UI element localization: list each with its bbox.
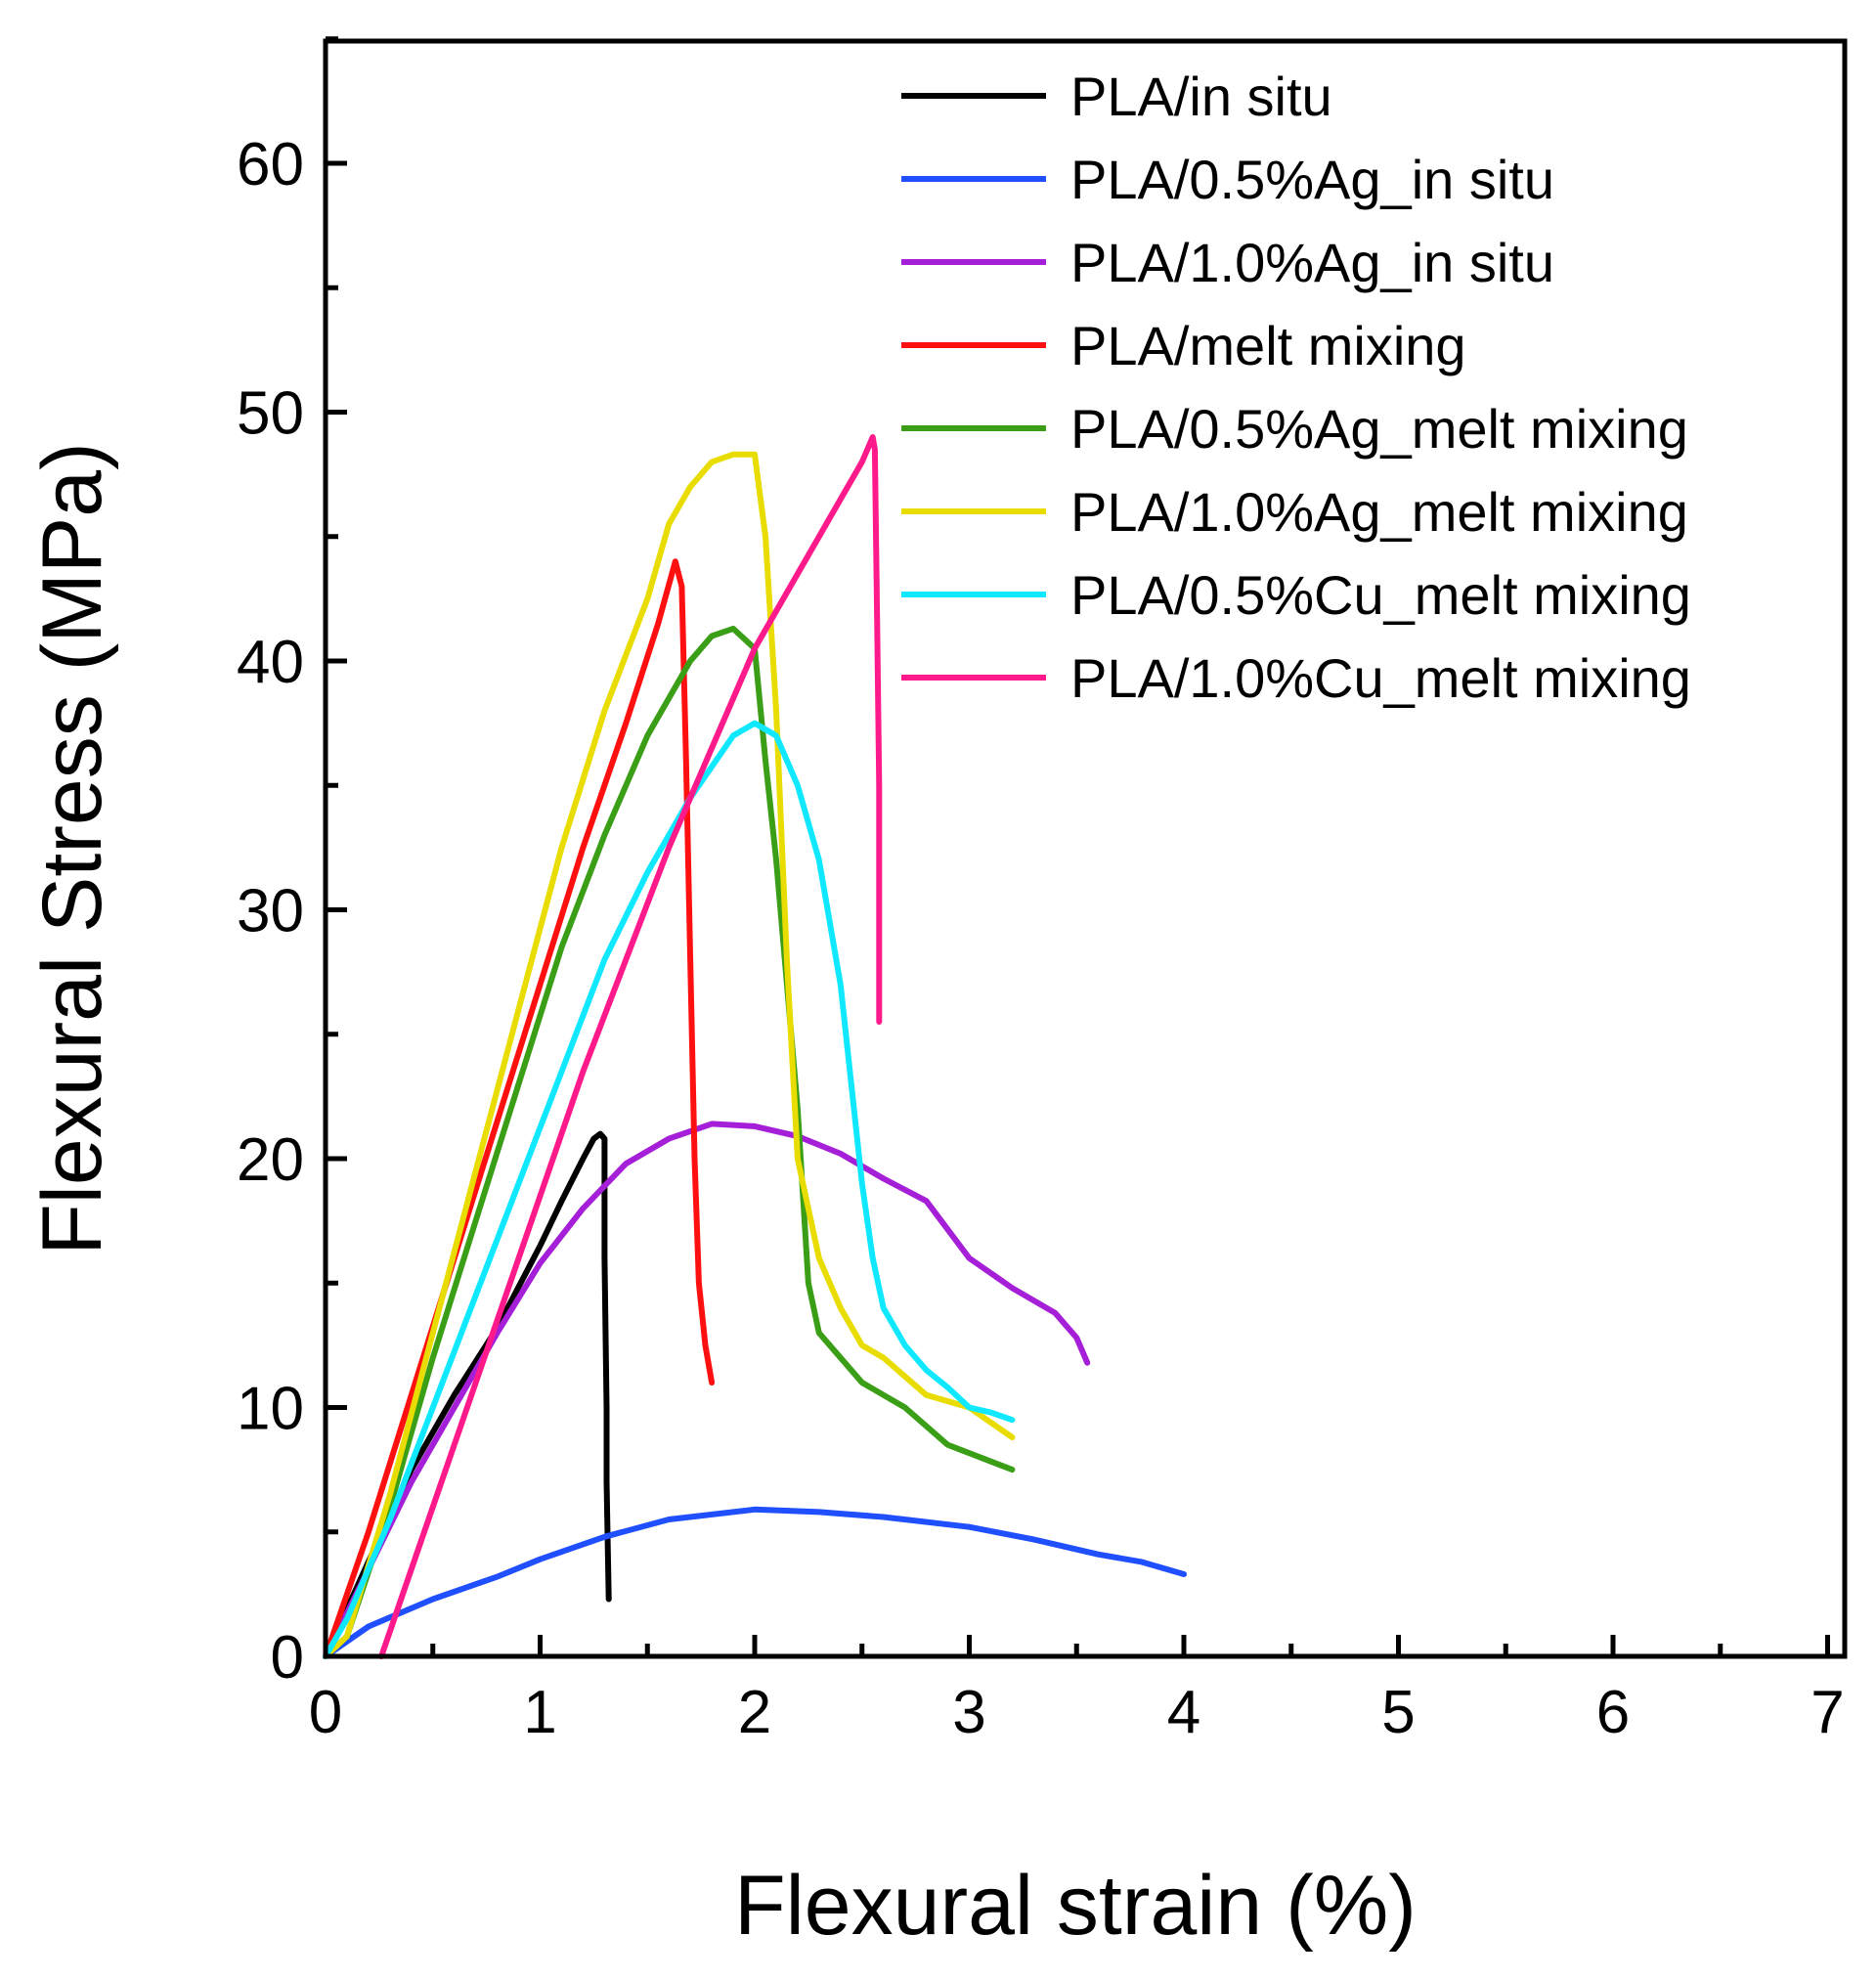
- y-tick-label: 30: [237, 878, 304, 946]
- y-tick-label: 60: [237, 131, 304, 198]
- legend-label: PLA/0.5%Ag_in situ: [1070, 149, 1554, 210]
- legend-label: PLA/melt mixing: [1070, 315, 1466, 376]
- series-line-5: [323, 625, 1016, 1659]
- x-tick-label: 0: [309, 1679, 342, 1746]
- legend: PLA/in situ PLA/0.5%Ag_in situ PLA/1.0%Ag_…: [901, 66, 1691, 709]
- legend-label: PLA/0.5%Cu_melt mixing: [1070, 564, 1691, 626]
- plot-frame: [323, 38, 1848, 1659]
- x-tick-label: 6: [1596, 1679, 1630, 1746]
- legend-label: PLA/1.0%Cu_melt mixing: [1070, 647, 1691, 709]
- series-line-3: [323, 1121, 1091, 1659]
- series-layer: [323, 434, 1187, 1659]
- x-tick-label: 1: [523, 1679, 556, 1746]
- y-tick-label: 40: [237, 629, 304, 696]
- legend-label: PLA/in situ: [1070, 66, 1332, 127]
- x-tick-label: 4: [1167, 1679, 1200, 1746]
- x-tick-label: 5: [1381, 1679, 1415, 1746]
- x-tick-label: 3: [952, 1679, 985, 1746]
- x-axis-title: Flexural strain (%): [734, 1859, 1417, 1953]
- y-axis-title: Flexural Stress (MPa): [25, 442, 119, 1255]
- series-line-6: [323, 451, 1016, 1659]
- series-line-1: [323, 1130, 612, 1659]
- legend-label: PLA/0.5%Ag_melt mixing: [1070, 398, 1688, 460]
- x-tick-label: 7: [1811, 1679, 1844, 1746]
- series-line-2: [323, 1506, 1187, 1659]
- series-line-7: [323, 720, 1016, 1659]
- legend-label: PLA/1.0%Ag_melt mixing: [1070, 481, 1688, 543]
- tick-layer: 0 1 2 3 4 5 6 7 0 10 20 30 40 50 60: [237, 36, 1845, 1746]
- y-tick-label: 0: [271, 1624, 304, 1692]
- x-tick-label: 2: [738, 1679, 771, 1746]
- series-line-8: [378, 434, 883, 1659]
- legend-label: PLA/1.0%Ag_in situ: [1070, 232, 1554, 293]
- y-tick-label: 20: [237, 1126, 304, 1194]
- y-tick-label: 10: [237, 1376, 304, 1443]
- y-tick-label: 50: [237, 380, 304, 448]
